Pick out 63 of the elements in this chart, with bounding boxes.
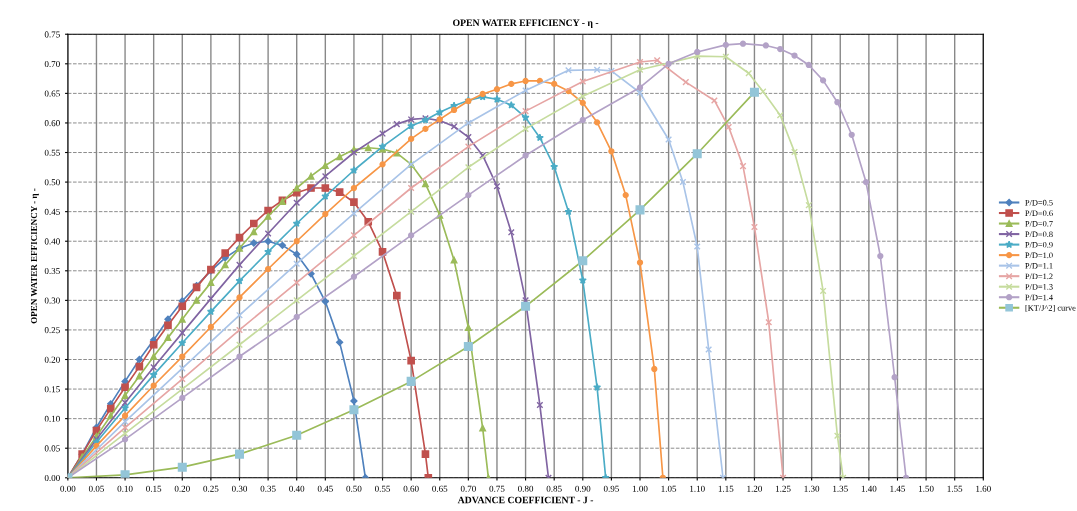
legend-label: P/D=1.2 <box>1025 273 1053 280</box>
x-tick-label: 0.45 <box>317 485 333 492</box>
y-tick-label: 0.55 <box>44 149 60 156</box>
x-tick-label: 1.10 <box>690 485 705 492</box>
x-tick-label: 1.40 <box>861 485 877 492</box>
legend-label: [KT/J^2] curve <box>1025 304 1076 312</box>
x-tick-label: 0.15 <box>146 485 162 492</box>
x-tick-label: 0.80 <box>518 485 534 492</box>
y-tick-label: 0.40 <box>44 238 60 245</box>
x-tick-label: 1.25 <box>775 485 791 492</box>
y-tick-label: 0.10 <box>44 415 60 422</box>
y-tick-label: 0.00 <box>44 474 60 482</box>
x-tick-label: 1.45 <box>890 485 906 492</box>
legend-label: P/D=0.8 <box>1025 231 1053 238</box>
y-tick-label: 0.15 <box>44 386 60 393</box>
x-tick-label: 0.05 <box>88 485 105 492</box>
legend-label: P/D=0.6 <box>1025 210 1053 217</box>
legend-label: P/D=1.0 <box>1025 252 1053 259</box>
y-tick-label: 0.25 <box>44 327 60 334</box>
x-tick-label: 0.00 <box>60 485 76 492</box>
x-tick-label: 1.35 <box>833 485 848 492</box>
x-tick-label: 1.15 <box>718 485 734 492</box>
legend-label: P/D=1.1 <box>1025 263 1053 269</box>
x-tick-label: 0.75 <box>489 485 505 492</box>
x-tick-label: 1.60 <box>976 485 991 492</box>
x-tick-label: 0.85 <box>546 485 562 492</box>
legend-label: P/D=0.7 <box>1025 220 1053 227</box>
y-tick-label: 0.50 <box>44 179 60 186</box>
x-tick-label: 1.50 <box>918 485 934 492</box>
x-tick-label: 1.05 <box>661 485 677 492</box>
y-tick-label: 0.30 <box>44 297 60 304</box>
x-tick-label: 0.10 <box>117 485 133 492</box>
x-tick-label: 0.20 <box>174 485 190 492</box>
y-tick-label: 0.70 <box>44 60 60 68</box>
x-tick-label: 1.30 <box>804 485 820 492</box>
y-axis-title: OPEN WATER EFFICIENCY - η - <box>30 188 39 324</box>
y-tick-label: 0.60 <box>44 120 60 127</box>
x-tick-label: 0.30 <box>231 485 248 492</box>
x-axis-title: ADVANCE COEFFICIENT - J - <box>457 496 594 504</box>
y-tick-label: 0.65 <box>44 90 60 97</box>
chart-title: OPEN WATER EFFICIENCY - η - <box>453 19 599 28</box>
y-tick-label: 0.20 <box>44 356 60 363</box>
legend-label: P/D=1.4 <box>1025 294 1053 301</box>
legend-label: P/D=0.9 <box>1025 241 1053 248</box>
y-tick-label: 0.75 <box>44 31 60 38</box>
x-tick-label: 0.70 <box>460 485 476 492</box>
y-tick-label: 0.35 <box>44 267 60 275</box>
legend-label: P/D=0.5 <box>1025 199 1053 206</box>
x-tick-label: 0.60 <box>403 485 419 492</box>
x-tick-label: 0.55 <box>374 485 391 492</box>
x-tick-label: 0.25 <box>203 485 219 492</box>
y-tick-label: 0.45 <box>44 208 60 215</box>
x-tick-label: 0.95 <box>603 485 619 492</box>
y-tick-label: 0.05 <box>44 445 60 452</box>
x-tick-label: 1.00 <box>632 485 648 492</box>
x-tick-label: 0.40 <box>289 485 305 492</box>
x-tick-label: 0.65 <box>432 485 448 492</box>
x-tick-label: 1.20 <box>747 485 762 492</box>
x-tick-label: 1.55 <box>947 485 963 492</box>
x-tick-label: 0.50 <box>346 485 362 492</box>
legend-label: P/D=1.3 <box>1025 284 1053 290</box>
x-tick-label: 0.90 <box>575 485 591 492</box>
x-tick-label: 0.35 <box>260 485 276 492</box>
